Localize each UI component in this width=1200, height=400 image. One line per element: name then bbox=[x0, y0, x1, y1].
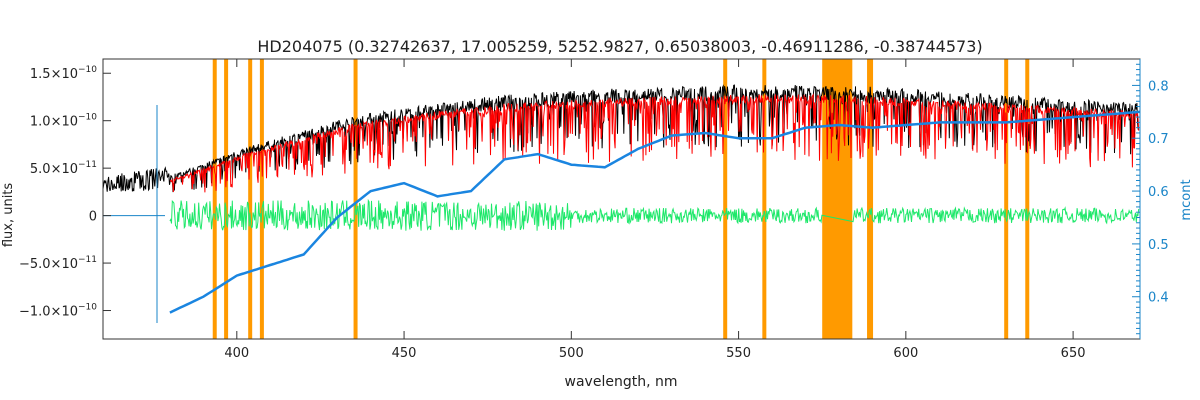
data-series bbox=[102, 84, 1141, 314]
masked-line bbox=[259, 59, 264, 339]
x-tick-label: 600 bbox=[893, 346, 918, 361]
x-tick-label: 550 bbox=[726, 346, 751, 361]
series-model-line bbox=[169, 93, 1140, 193]
x-tick-label: 500 bbox=[559, 346, 584, 361]
masked-line bbox=[1004, 59, 1009, 339]
series-residual-line bbox=[169, 198, 1140, 231]
masked-line bbox=[248, 59, 253, 339]
y-tick-label-right: 0.6 bbox=[1148, 185, 1169, 200]
y-axis-label: flux, units bbox=[1, 183, 16, 248]
y-tick-label-right: 0.4 bbox=[1148, 291, 1169, 306]
y-tick-label-right: 0.5 bbox=[1148, 238, 1169, 253]
x-axis-label: wavelength, nm bbox=[565, 374, 678, 390]
x-tick-label: 650 bbox=[1061, 346, 1086, 361]
masked-line bbox=[224, 59, 229, 339]
masked-regions bbox=[212, 59, 1030, 339]
masked-line bbox=[867, 59, 872, 339]
masked-line bbox=[762, 59, 767, 339]
y-tick-label: 1.5×10−10 bbox=[30, 65, 97, 82]
y-tick-label: 1.0×10−10 bbox=[30, 113, 97, 130]
y-tick-label-right: 0.7 bbox=[1148, 132, 1169, 147]
y-tick-label: −1.0×10−10 bbox=[19, 303, 97, 320]
x-tick-label: 400 bbox=[224, 346, 249, 361]
y-tick-label: −5.0×10−11 bbox=[19, 255, 97, 272]
chart-title: HD204075 (0.32742637, 17.005259, 5252.98… bbox=[257, 37, 982, 56]
masked-line bbox=[869, 59, 874, 339]
y-tick-label-right: 0.8 bbox=[1148, 79, 1169, 94]
masked-line bbox=[723, 59, 728, 339]
y-tick-label: 5.0×10−11 bbox=[30, 160, 97, 177]
masked-line bbox=[353, 59, 358, 339]
axes: 400 450 500 550 600 650 −1.0×10−10 −5.0×10−11 0 5… bbox=[19, 59, 1169, 361]
series-continuum-line bbox=[169, 110, 1141, 314]
y-axis-label-right: mcont bbox=[1179, 179, 1194, 220]
masked-line bbox=[212, 59, 217, 339]
x-tick-label: 450 bbox=[392, 346, 417, 361]
y-tick-label: 0 bbox=[89, 210, 97, 225]
masked-line bbox=[1025, 59, 1030, 339]
